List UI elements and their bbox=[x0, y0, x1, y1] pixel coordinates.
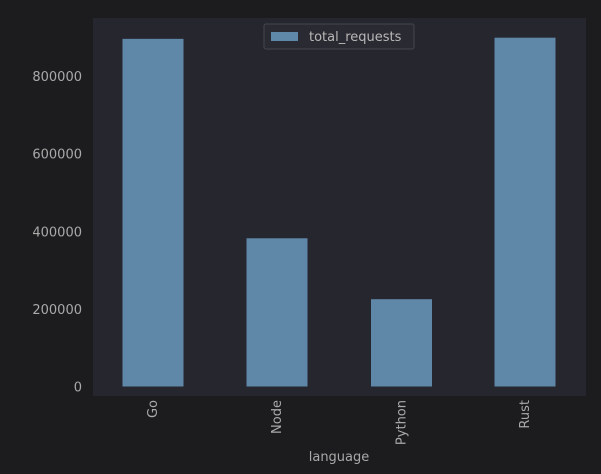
y-tick-label: 600000 bbox=[32, 148, 82, 163]
bar-rust bbox=[494, 37, 556, 387]
bar-python bbox=[371, 299, 432, 387]
bar-node bbox=[246, 238, 308, 387]
bars-group bbox=[122, 37, 556, 387]
x-axis-ticks: Go Node Python Rust bbox=[146, 400, 533, 445]
x-tick-label: Go bbox=[146, 400, 161, 418]
y-axis-ticks: 0 200000 400000 600000 800000 bbox=[32, 70, 82, 395]
legend-label: total_requests bbox=[309, 30, 402, 45]
bar-go bbox=[122, 38, 184, 387]
y-tick-label: 400000 bbox=[32, 225, 82, 240]
y-tick-label: 200000 bbox=[32, 303, 82, 318]
x-tick-label: Node bbox=[270, 400, 285, 434]
y-tick-label: 0 bbox=[74, 381, 82, 396]
x-tick-label: Rust bbox=[518, 400, 533, 429]
x-tick-label: Python bbox=[395, 400, 410, 445]
legend: total_requests bbox=[263, 23, 415, 50]
legend-box bbox=[263, 23, 415, 50]
x-axis-label: language bbox=[309, 450, 370, 465]
y-tick-label: 800000 bbox=[32, 70, 82, 85]
legend-swatch bbox=[271, 32, 298, 41]
